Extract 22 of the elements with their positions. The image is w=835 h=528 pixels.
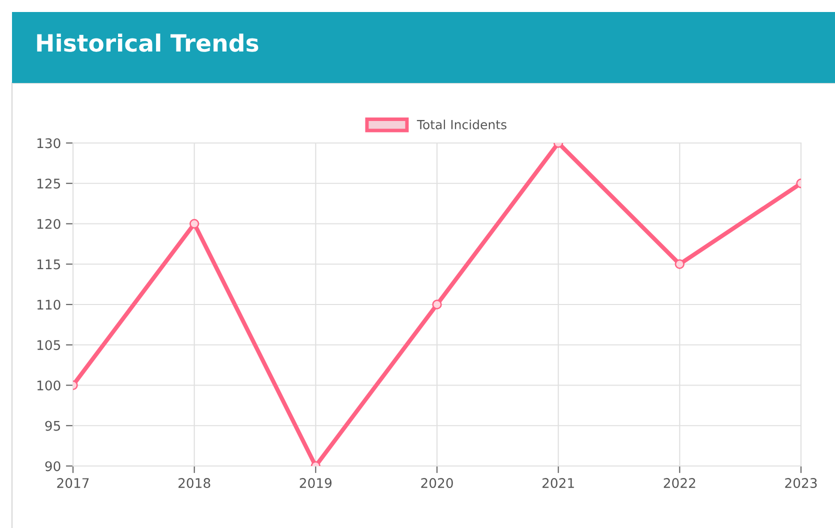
y-tick-label: 95 [45,420,60,431]
x-tick-label: 2019 [300,478,332,488]
x-tick-label: 2018 [178,478,210,488]
x-tick-label: 2021 [542,478,574,488]
point [189,218,200,229]
y-tick-label: 105 [37,340,60,350]
y-tick-label: 90 [45,461,60,472]
y-tick-label: 110 [37,300,60,310]
point [674,259,685,269]
line-series [73,143,801,466]
x-tick-label: 2017 [57,478,89,488]
legend-label: Total Incidents [416,120,506,130]
x-tick-label: 2023 [785,478,817,488]
y-tick-label: 125 [37,178,60,189]
x-tick-label: 2022 [664,478,696,488]
y-tick-label: 130 [37,138,60,148]
point [432,300,442,310]
y-tick-label: 120 [37,218,60,229]
chart-title: Historical Trends [37,34,258,52]
y-tick-label: 100 [37,380,60,390]
y-tick-label: 115 [37,260,60,270]
x-tick-label: 2020 [421,478,453,488]
